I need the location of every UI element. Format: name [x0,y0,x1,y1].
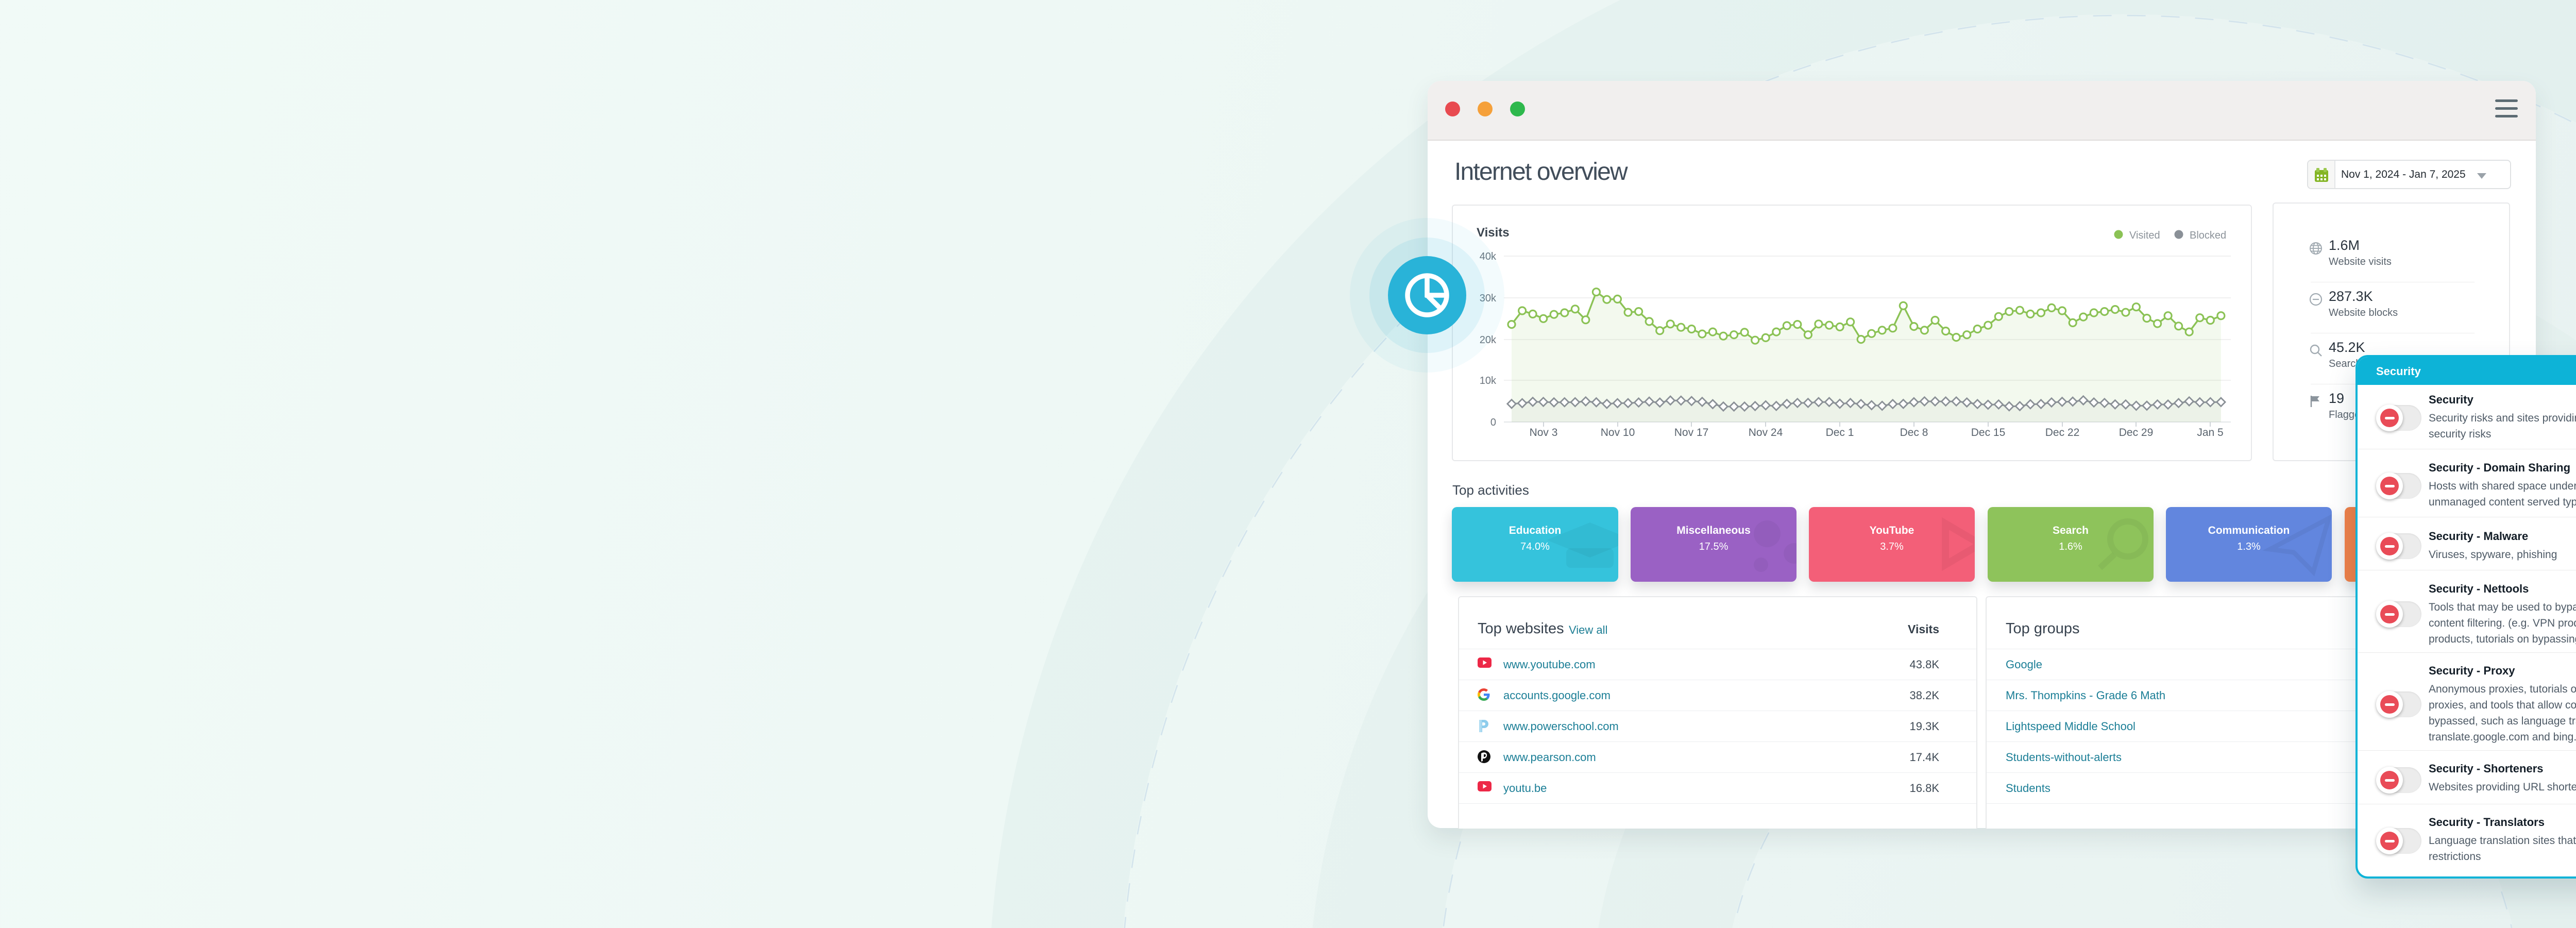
svg-text:Dec 29: Dec 29 [2119,427,2154,438]
svg-text:Dec 15: Dec 15 [1971,427,2006,438]
svg-text:Visits: Visits [1477,226,1510,240]
svg-text:Blocked: Blocked [2190,230,2226,241]
svg-text:Nov 17: Nov 17 [1674,427,1709,438]
svg-text:0: 0 [1490,417,1496,428]
svg-text:Dec 22: Dec 22 [2045,427,2080,438]
svg-text:30k: 30k [1480,293,1497,304]
svg-text:Dec 8: Dec 8 [1900,427,1928,438]
svg-text:Nov 10: Nov 10 [1601,427,1635,438]
svg-text:40k: 40k [1480,251,1497,262]
svg-text:10k: 10k [1480,375,1497,386]
svg-text:20k: 20k [1480,334,1497,346]
svg-text:Nov 24: Nov 24 [1749,427,1783,438]
svg-text:Visited: Visited [2129,230,2160,241]
svg-text:Jan 5: Jan 5 [2197,427,2223,438]
svg-text:Nov 3: Nov 3 [1530,427,1558,438]
svg-text:Dec 1: Dec 1 [1826,427,1854,438]
